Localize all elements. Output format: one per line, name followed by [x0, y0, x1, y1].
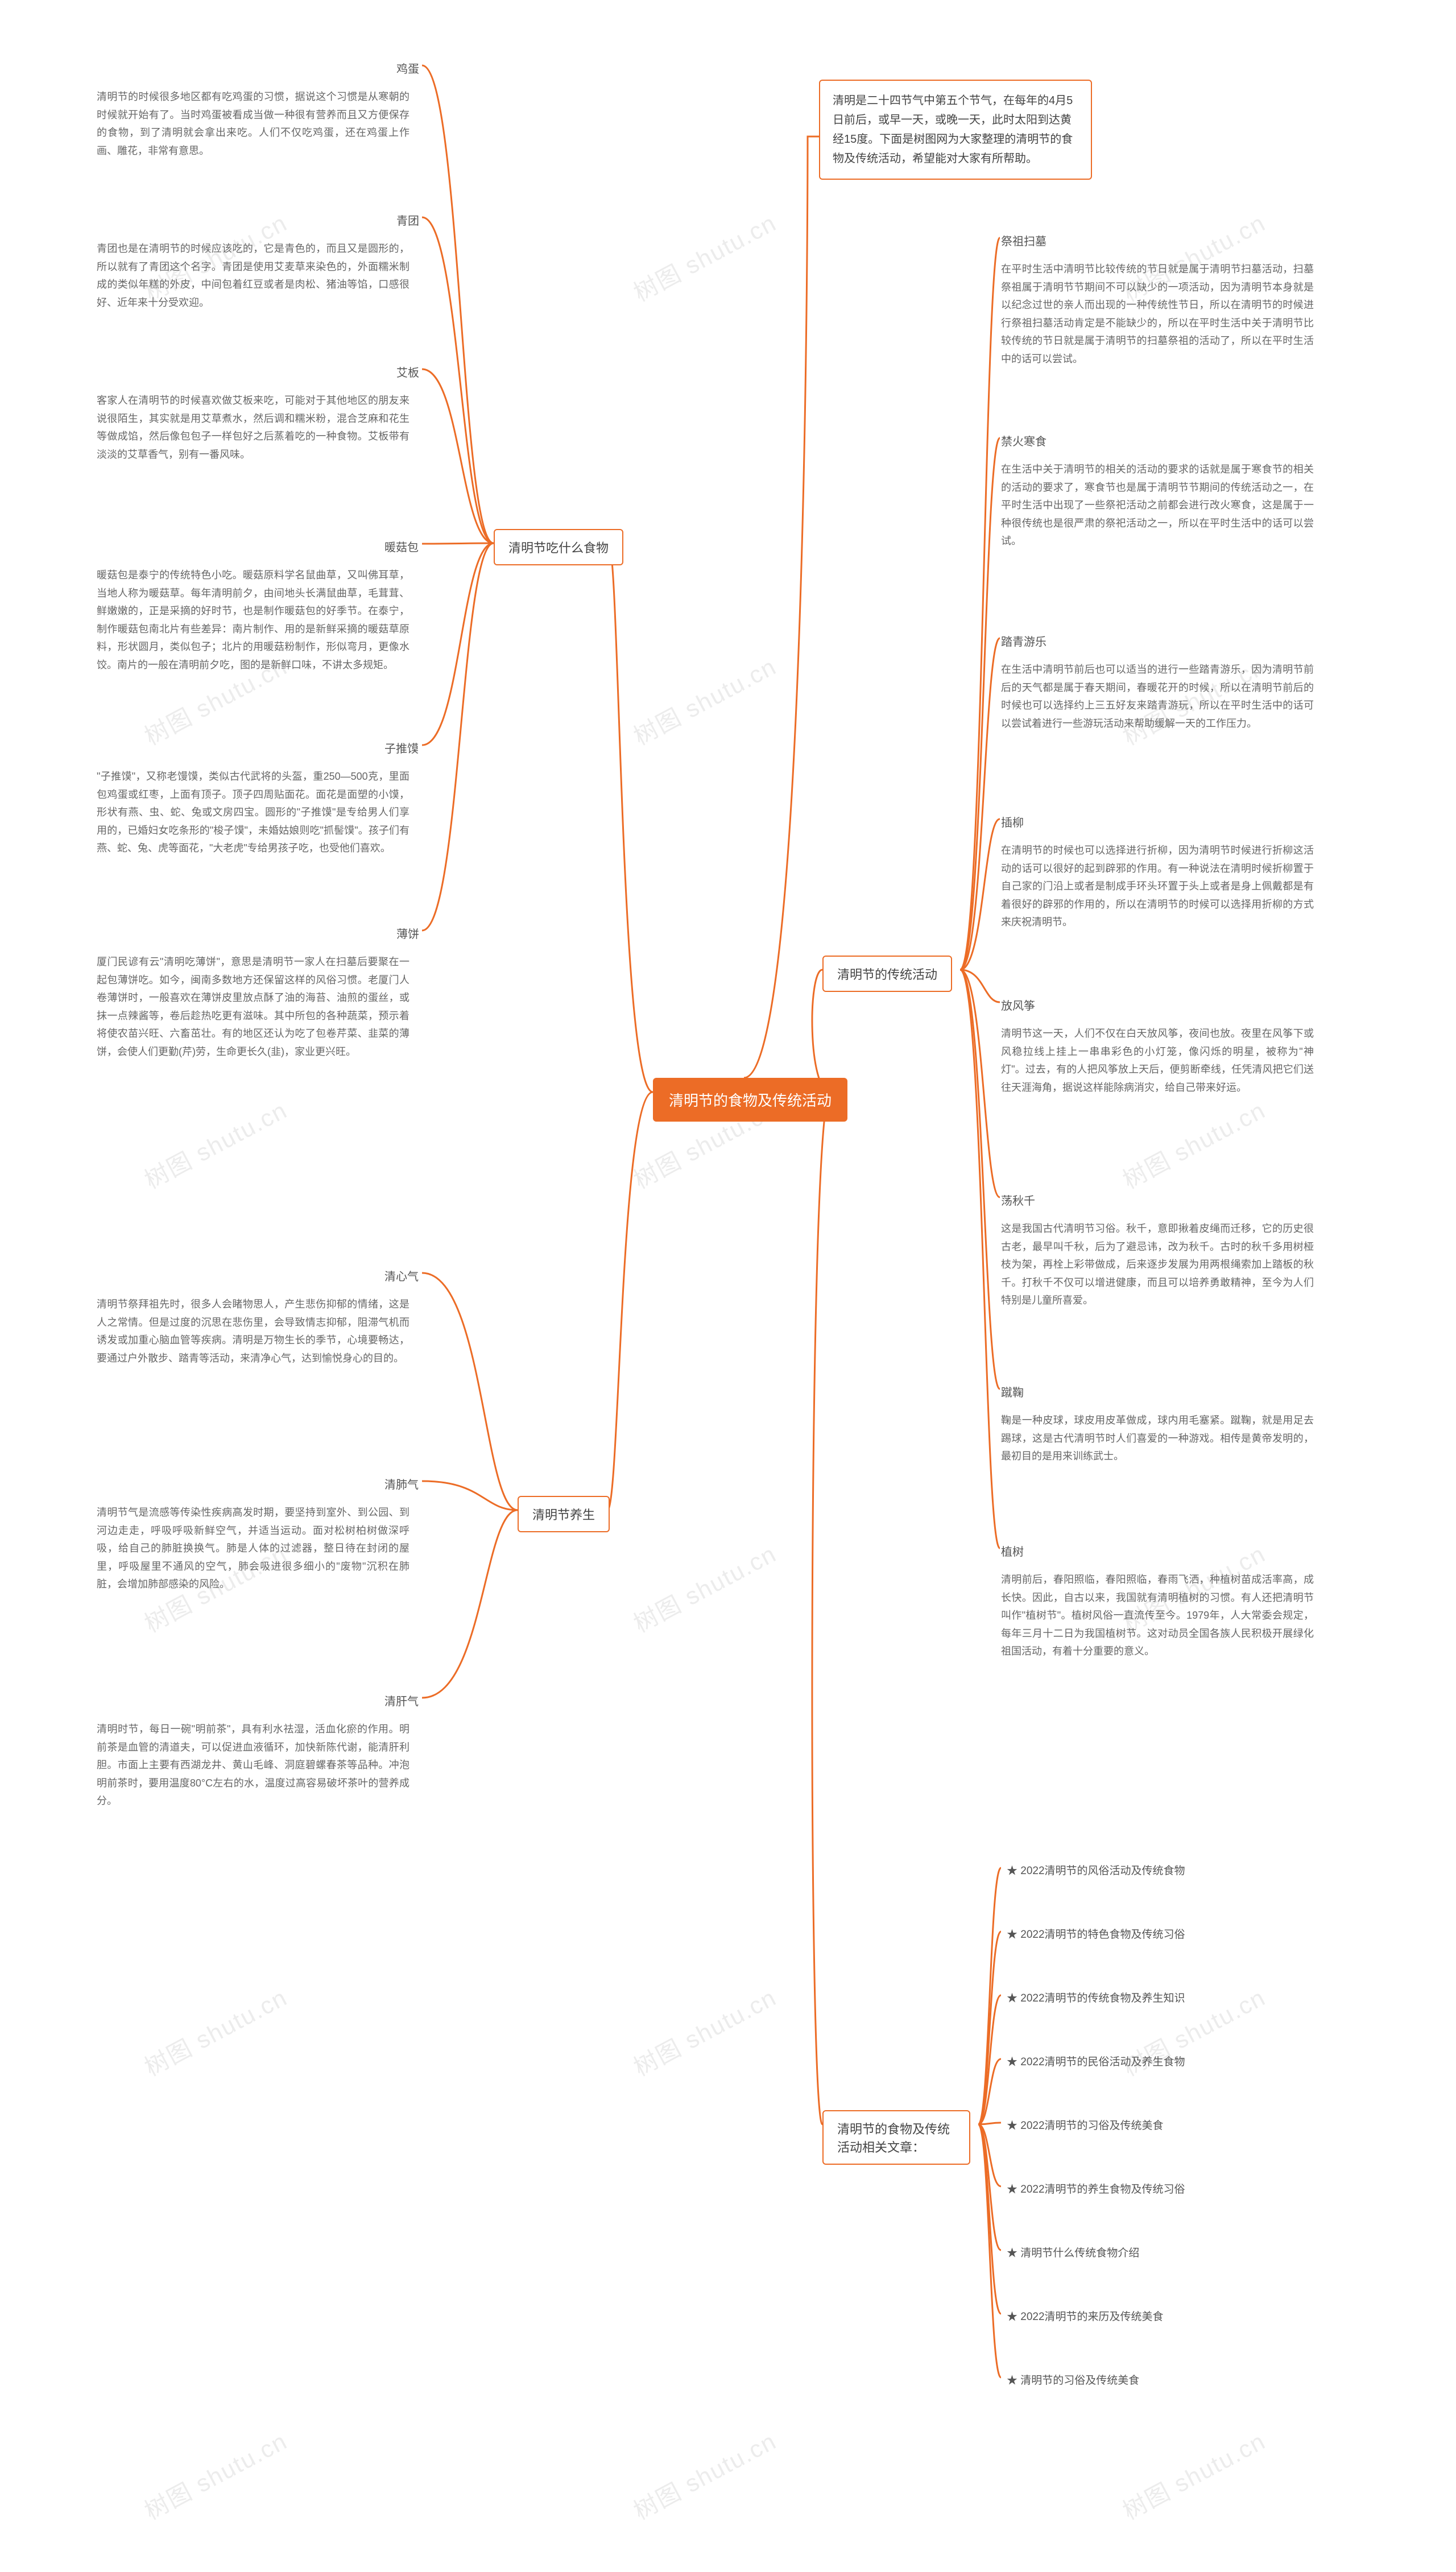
link-item-2[interactable]: ★ 2022清明节的传统食物及养生知识: [1007, 1990, 1185, 2005]
intro-box: 清明是二十四节气中第五个节气，在每年的4月5日前后，或早一天，或晚一天，此时太阳…: [819, 80, 1092, 180]
tradition-title-7: 植树: [1001, 1543, 1024, 1559]
link-item-0[interactable]: ★ 2022清明节的风俗活动及传统食物: [1007, 1862, 1185, 1878]
food-body-2: 客家人在清明节的时候喜欢做艾板来吃，可能对于其他地区的朋友来说很陌生，其实就是用…: [97, 392, 410, 464]
link-item-7[interactable]: ★ 2022清明节的来历及传统美食: [1007, 2308, 1164, 2323]
tradition-title-0: 祭祖扫墓: [1001, 232, 1046, 249]
health-title-1: 清肺气: [384, 1475, 419, 1492]
tradition-title-1: 禁火寒食: [1001, 432, 1046, 449]
link-item-6[interactable]: ★ 清明节什么传统食物介绍: [1007, 2244, 1139, 2260]
tradition-body-7: 清明前后，春阳照临，春阳照临，春雨飞洒，种植树苗成活率高，成长快。因此，自古以来…: [1001, 1571, 1314, 1661]
food-title-1: 青团: [396, 212, 419, 228]
food-body-1: 青团也是在清明节的时候应该吃的，它是青色的，而且又是圆形的，所以就有了青团这个名…: [97, 240, 410, 312]
tradition-body-2: 在生活中清明节前后也可以适当的进行一些踏青游乐，因为清明节前后的天气都是属于春天…: [1001, 661, 1314, 733]
link-item-5[interactable]: ★ 2022清明节的养生食物及传统习俗: [1007, 2181, 1185, 2196]
food-title-4: 子推馍: [384, 739, 419, 756]
food-body-5: 厦门民谚有云"清明吃薄饼"，意思是清明节一家人在扫墓后要聚在一起包薄饼吃。如今，…: [97, 953, 410, 1061]
watermark: 树图 shutu.cn: [138, 1979, 293, 2083]
health-branch: 清明节养生: [518, 1496, 610, 1532]
food-title-3: 暖菇包: [384, 538, 419, 555]
link-item-3[interactable]: ★ 2022清明节的民俗活动及养生食物: [1007, 2053, 1185, 2069]
tradition-title-3: 插柳: [1001, 813, 1024, 830]
links-branch: 清明节的食物及传统活动相关文章：: [822, 2110, 970, 2165]
food-title-0: 鸡蛋: [396, 60, 419, 76]
tradition-title-5: 荡秋千: [1001, 1192, 1035, 1208]
watermark: 树图 shutu.cn: [627, 1979, 782, 2083]
tradition-body-4: 清明节这一天，人们不仅在白天放风筝，夜间也放。夜里在风筝下或风稳拉线上挂上一串串…: [1001, 1025, 1314, 1097]
watermark: 树图 shutu.cn: [138, 2422, 293, 2527]
health-body-2: 清明时节，每日一碗"明前茶"，具有利水祛湿，活血化瘀的作用。明前茶是血管的清道夫…: [97, 1721, 410, 1810]
traditions-branch: 清明节的传统活动: [822, 956, 952, 992]
foods-branch: 清明节吃什么食物: [494, 529, 623, 565]
tradition-body-0: 在平时生活中清明节比较传统的节日就是属于清明节扫墓活动，扫墓祭祖属于清明节节期间…: [1001, 260, 1314, 368]
tradition-body-5: 这是我国古代清明节习俗。秋千，意即揪着皮绳而迁移，它的历史很古老，最早叫千秋，后…: [1001, 1220, 1314, 1310]
tradition-body-1: 在生活中关于清明节的相关的活动的要求的话就是属于寒食节的相关的活动的要求了，寒食…: [1001, 461, 1314, 551]
health-body-1: 清明节气是流感等传染性疾病高发时期，要坚持到室外、到公园、到河边走走，呼吸呼吸新…: [97, 1504, 410, 1594]
link-item-1[interactable]: ★ 2022清明节的特色食物及传统习俗: [1007, 1926, 1185, 1941]
tradition-title-2: 踏青游乐: [1001, 632, 1046, 649]
tradition-title-6: 蹴鞠: [1001, 1383, 1024, 1400]
link-item-8[interactable]: ★ 清明节的习俗及传统美食: [1007, 2372, 1139, 2387]
watermark: 树图 shutu.cn: [138, 1091, 293, 1196]
health-body-0: 清明节祭拜祖先时，很多人会睹物思人，产生悲伤抑郁的情绪，这是人之常情。但是过度的…: [97, 1296, 410, 1367]
food-body-3: 暖菇包是泰宁的传统特色小吃。暖菇原料学名鼠曲草，又叫佛耳草，当地人称为暖菇草。每…: [97, 566, 410, 674]
link-item-4[interactable]: ★ 2022清明节的习俗及传统美食: [1007, 2117, 1164, 2132]
health-title-0: 清心气: [384, 1267, 419, 1284]
tradition-title-4: 放风筝: [1001, 996, 1035, 1013]
watermark: 树图 shutu.cn: [627, 648, 782, 752]
watermark: 树图 shutu.cn: [1116, 1091, 1271, 1196]
watermark: 树图 shutu.cn: [627, 204, 782, 309]
tradition-body-6: 鞠是一种皮球，球皮用皮革做成，球内用毛塞紧。蹴鞠，就是用足去踢球，这是古代清明节…: [1001, 1412, 1314, 1466]
watermark: 树图 shutu.cn: [627, 1535, 782, 1640]
health-title-2: 清肝气: [384, 1692, 419, 1709]
tradition-body-3: 在清明节的时候也可以选择进行折柳，因为清明节时候进行折柳这活动的话可以很好的起到…: [1001, 842, 1314, 932]
food-title-2: 艾板: [396, 363, 419, 380]
watermark: 树图 shutu.cn: [1116, 2422, 1271, 2527]
center-node: 清明节的食物及传统活动: [653, 1078, 847, 1122]
food-body-0: 清明节的时候很多地区都有吃鸡蛋的习惯，据说这个习惯是从寒朝的时候就开始有了。当时…: [97, 88, 410, 160]
watermark: 树图 shutu.cn: [627, 2422, 782, 2527]
food-body-4: "子推馍"，又称老馒馍，类似古代武将的头盔，重250—500克，里面包鸡蛋或红枣…: [97, 768, 410, 858]
food-title-5: 薄饼: [396, 925, 419, 941]
